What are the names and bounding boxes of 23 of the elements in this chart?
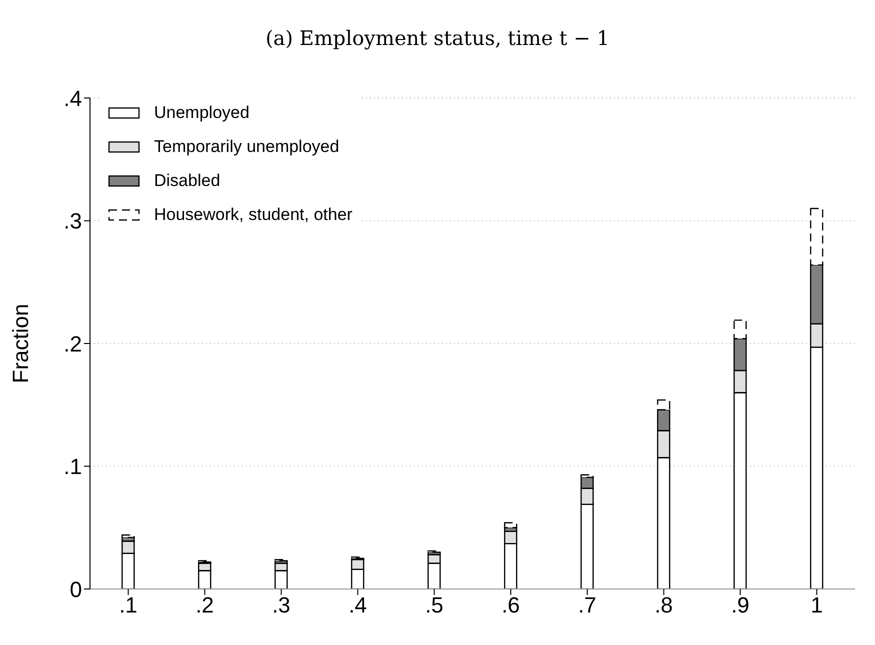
legend-label: Disabled	[154, 171, 220, 191]
legend-label: Temporarily unemployed	[154, 137, 340, 157]
x-tick-label: .5	[425, 592, 444, 618]
bar	[504, 522, 518, 528]
y-tick-label: 0	[70, 576, 82, 602]
x-tick-label: .9	[731, 592, 750, 618]
x-tick-label: .7	[578, 592, 596, 618]
bar	[122, 534, 135, 538]
y-tick-label: .4	[64, 86, 82, 111]
y-axis-title: Fraction	[8, 304, 33, 384]
x-tick-label: .2	[196, 592, 214, 618]
legend-label: Housework, student, other	[154, 205, 352, 225]
legend-label: Unemployed	[154, 103, 250, 123]
x-tick-label: .8	[654, 592, 673, 618]
y-tick-label: .2	[64, 331, 82, 356]
chart-title: (a) Employment status, time t − 1	[264, 25, 610, 52]
x-tick-label: .3	[272, 592, 290, 618]
y-tick-label: .3	[64, 208, 82, 234]
x-tick-label: .4	[348, 592, 367, 618]
x-tick-label: .1	[119, 592, 138, 618]
y-tick-label: .1	[64, 454, 82, 480]
x-tick-label: .6	[502, 592, 520, 618]
x-tick-label: 1	[810, 592, 823, 618]
